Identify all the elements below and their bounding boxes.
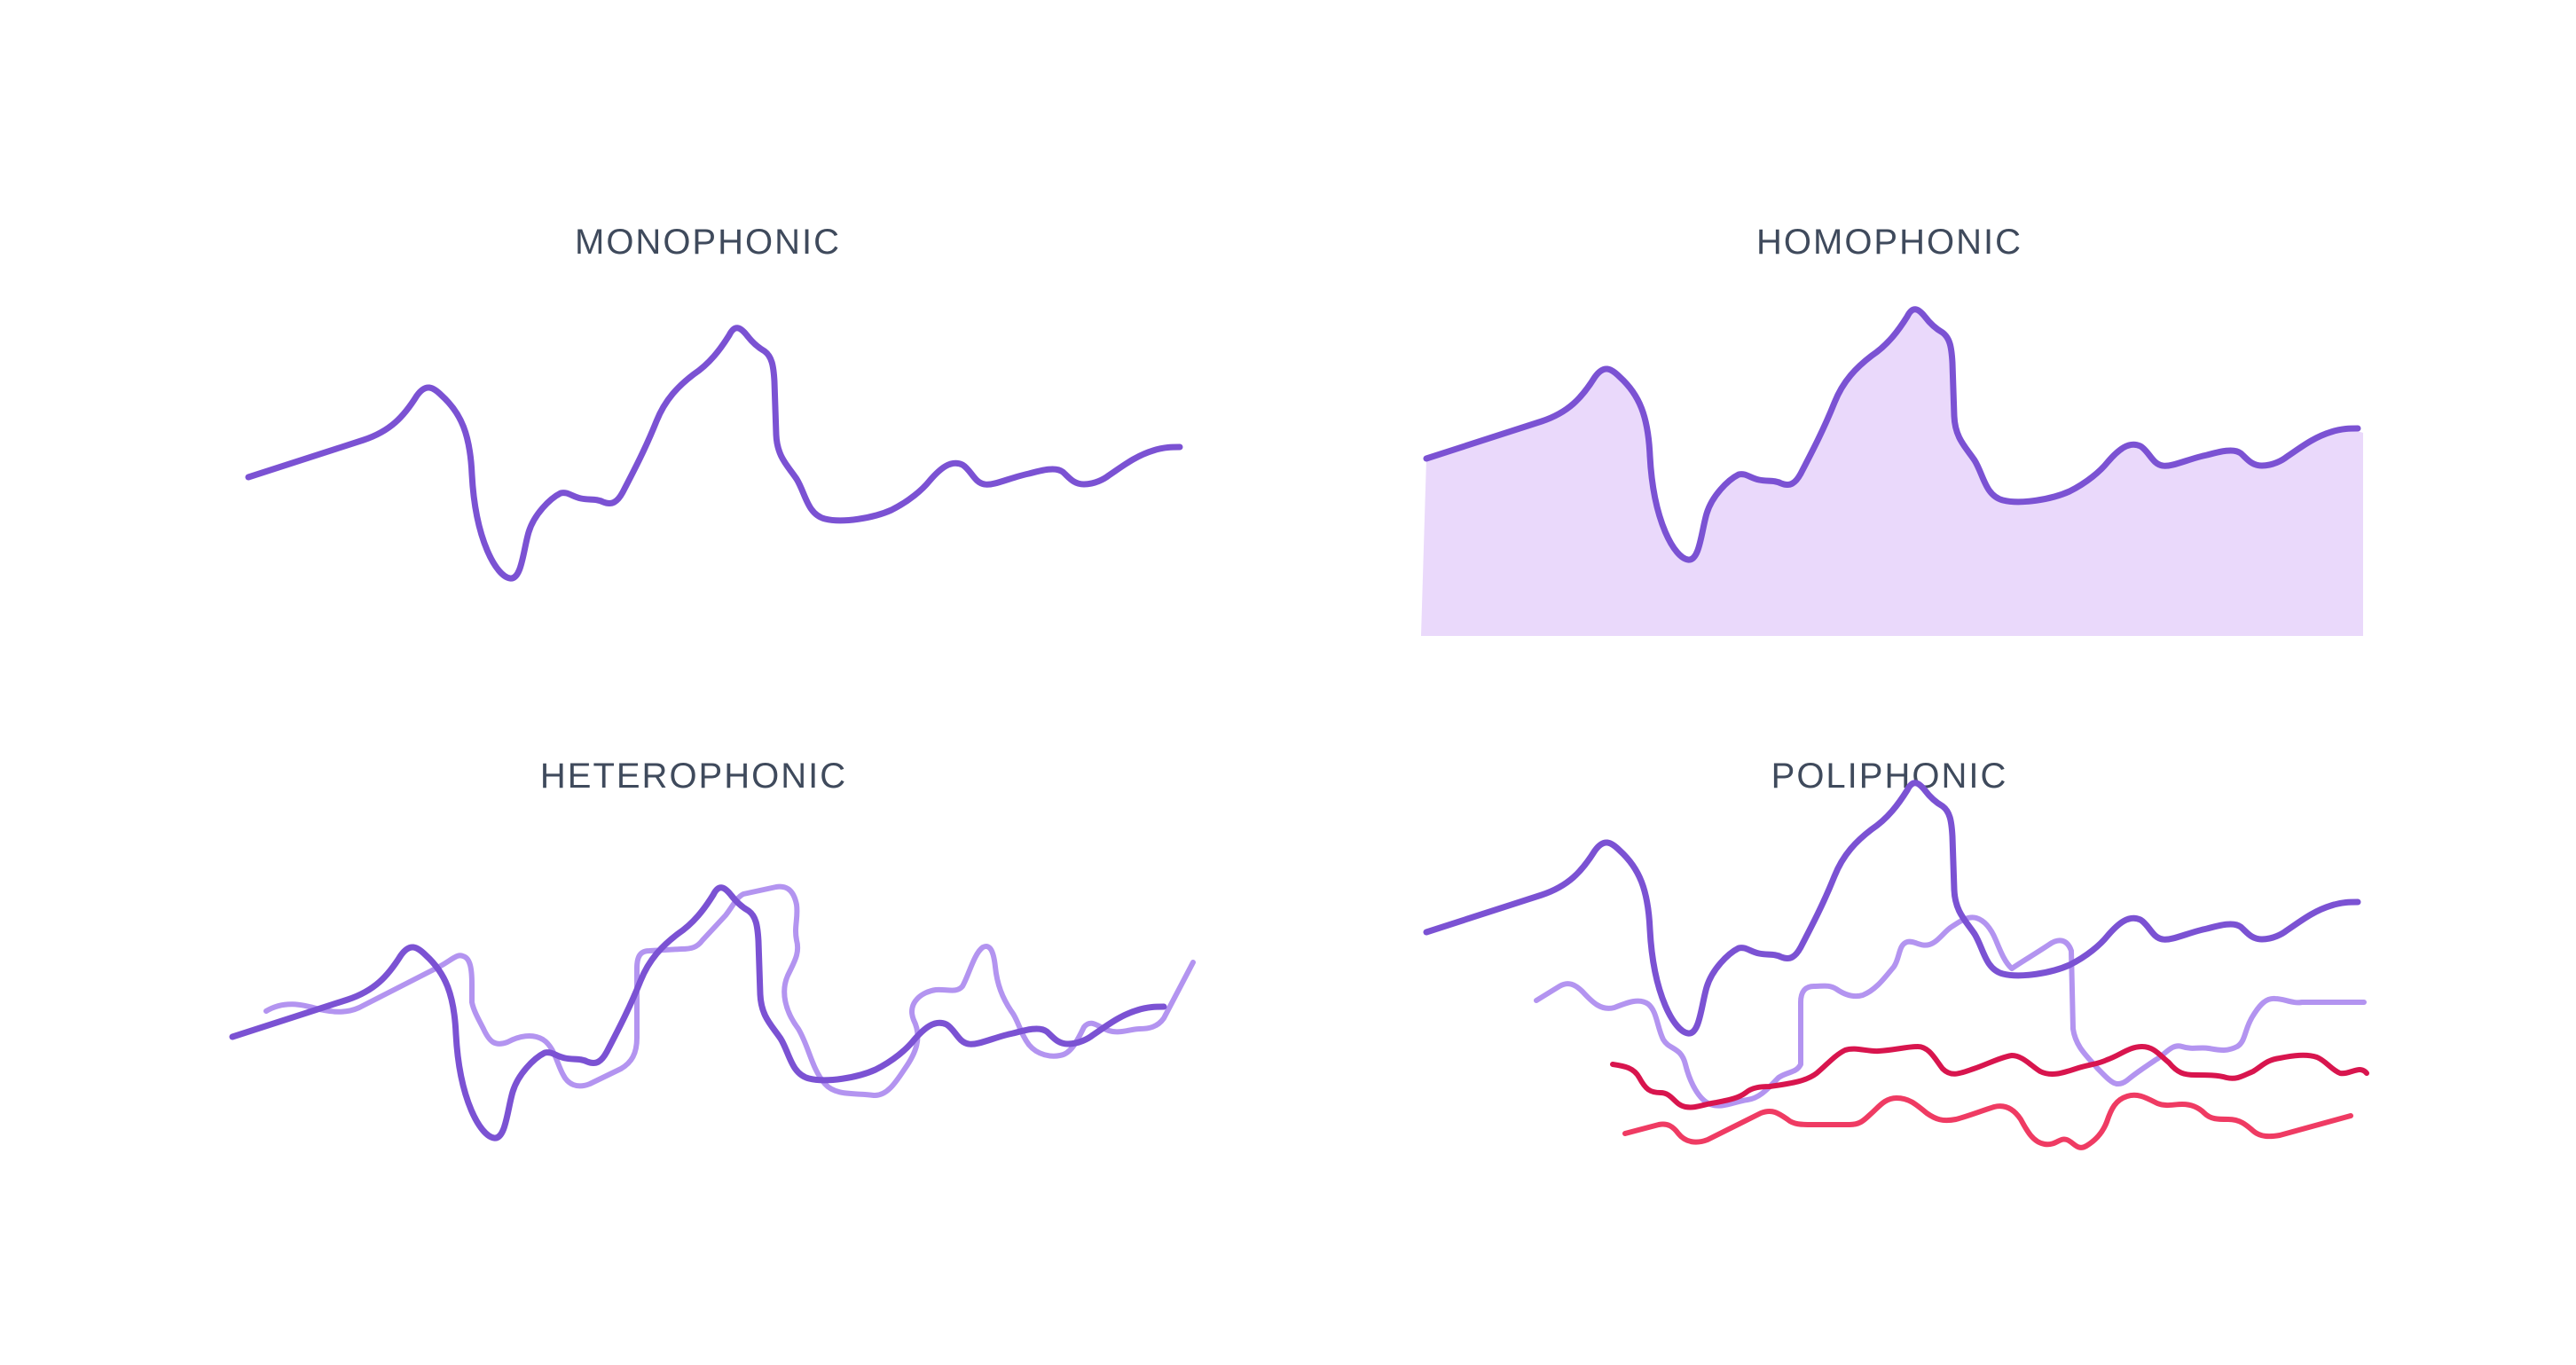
counter-voice-line-pink (1622, 1092, 2353, 1150)
monophonic-panel: MONOPHONIC (248, 223, 1180, 578)
homophonic-panel: HOMOPHONIC (1421, 223, 2363, 636)
heterophonic-panel: HETEROPHONIC (232, 757, 1196, 1138)
heterophonic-title: HETEROPHONIC (540, 757, 847, 796)
poliphonic-title: POLIPHONIC (1771, 757, 2008, 796)
main-voice-line (248, 328, 1180, 578)
poliphonic-panel: POLIPHONIC (1426, 757, 2369, 1150)
main-voice-line (1426, 783, 2358, 1033)
main-voice-line (232, 888, 1164, 1138)
counter-voice-line-light (1534, 914, 2367, 1109)
monophonic-title: MONOPHONIC (575, 223, 841, 262)
variant-voice-line (263, 883, 1196, 1098)
harmony-fill-area (1421, 309, 2363, 636)
homophonic-title: HOMOPHONIC (1756, 223, 2022, 262)
counter-voice-line-red (1610, 1044, 2369, 1110)
